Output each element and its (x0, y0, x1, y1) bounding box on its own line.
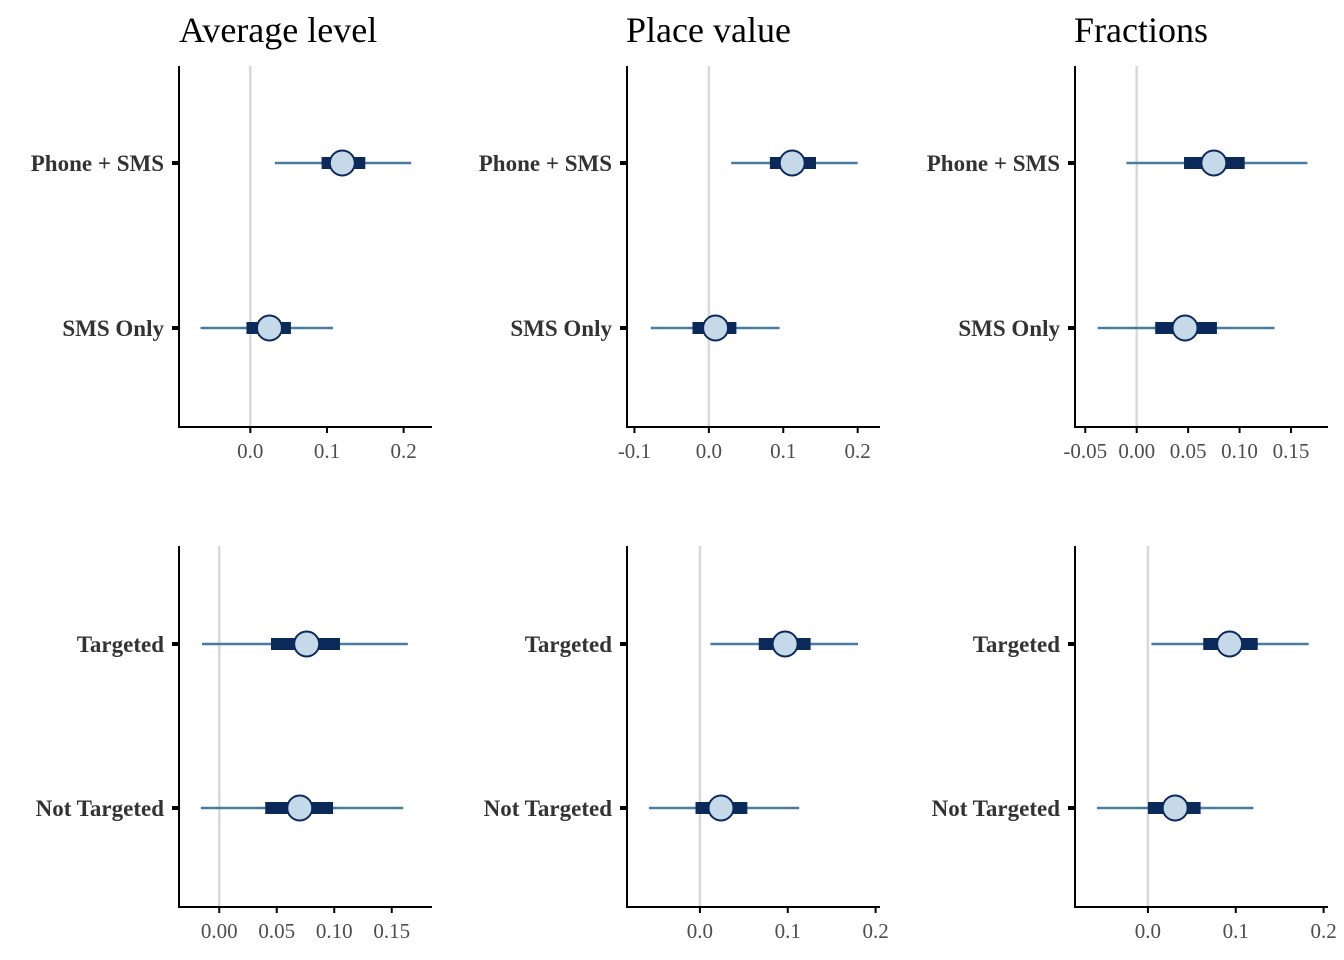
point-estimate (702, 314, 730, 342)
x-tick-label: 0.00 (201, 919, 238, 943)
chart-panel-6: 0.0 0.1 0.2 Targeted Not Targeted (932, 546, 1337, 943)
chart-panel-5: 0.0 0.1 0.2 Targeted Not Targeted (484, 546, 889, 943)
x-tick-label: 0.1 (314, 439, 340, 463)
chart-panel-3: Fractions -0.05 0.00 0.05 0.10 0.15 Phone + SM… (927, 10, 1328, 463)
panel-title: Fractions (1074, 10, 1208, 50)
point-estimate (293, 630, 321, 658)
point-estimate (328, 149, 356, 177)
category-label: Phone + SMS (927, 151, 1060, 176)
category-label: Not Targeted (36, 796, 165, 821)
x-tick-label: 0.0 (687, 919, 713, 943)
category-label: SMS Only (510, 316, 612, 341)
category-label: Targeted (77, 632, 165, 657)
point-estimate (1161, 794, 1189, 822)
category-label: SMS Only (62, 316, 164, 341)
chart-panel-4: 0.00 0.05 0.10 0.15 Targeted Not Targeted (36, 546, 432, 943)
x-tick-label: 0.1 (770, 439, 796, 463)
category-label: Targeted (973, 632, 1061, 657)
x-tick-label: 0.1 (775, 919, 801, 943)
x-tick-label: -0.1 (618, 439, 651, 463)
point-estimate (1200, 149, 1228, 177)
category-label: Not Targeted (484, 796, 613, 821)
x-tick-label: 0.15 (1273, 439, 1310, 463)
x-tick-label: 0.00 (1118, 439, 1155, 463)
x-tick-label: 0.10 (316, 919, 353, 943)
category-label: Targeted (525, 632, 613, 657)
category-label: Phone + SMS (31, 151, 164, 176)
x-tick-label: 0.0 (696, 439, 722, 463)
x-tick-label: 0.0 (237, 439, 263, 463)
x-tick-label: 0.05 (1170, 439, 1207, 463)
x-tick-label: 0.15 (373, 919, 410, 943)
panel-title: Place value (626, 10, 791, 50)
chart-panel-1: Average level 0.0 0.1 0.2 Phone + SMS SMS Onl… (31, 10, 432, 463)
category-label: SMS Only (958, 316, 1060, 341)
point-estimate (771, 630, 799, 658)
point-estimate (1171, 314, 1199, 342)
point-estimate (286, 794, 314, 822)
x-tick-label: 0.10 (1221, 439, 1258, 463)
x-tick-label: 0.1 (1223, 919, 1249, 943)
x-tick-label: 0.0 (1135, 919, 1161, 943)
x-tick-label: 0.2 (862, 919, 888, 943)
panel-title: Average level (179, 10, 377, 50)
x-tick-label: 0.2 (391, 439, 417, 463)
x-tick-label: 0.05 (258, 919, 295, 943)
point-estimate (778, 149, 806, 177)
point-estimate (707, 794, 735, 822)
point-estimate (1216, 630, 1244, 658)
point-estimate (255, 314, 283, 342)
chart-panel-2: Place value -0.1 0.0 0.1 0.2 Phone + SMS SMS O… (479, 10, 880, 463)
category-label: Phone + SMS (479, 151, 612, 176)
x-tick-label: 0.2 (845, 439, 871, 463)
category-label: Not Targeted (932, 796, 1061, 821)
x-tick-label: -0.05 (1063, 439, 1107, 463)
x-tick-label: 0.2 (1310, 919, 1336, 943)
